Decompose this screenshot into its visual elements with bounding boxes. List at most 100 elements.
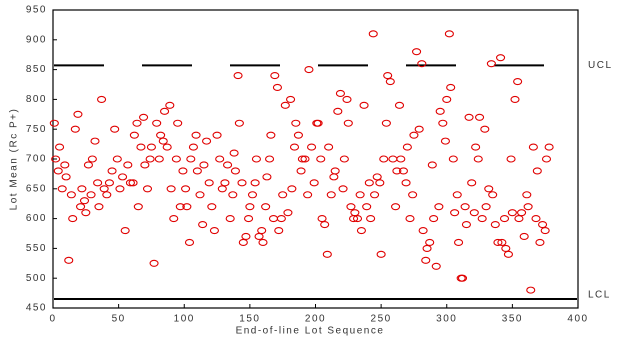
point (513, 77, 523, 86)
x-tick-label: 0 (49, 314, 56, 325)
point (261, 203, 271, 211)
point (446, 83, 456, 92)
point (454, 238, 464, 246)
point (191, 131, 201, 139)
y-tick-label: 900 (26, 34, 47, 45)
point (469, 209, 479, 217)
x-tick-label: 300 (436, 314, 457, 325)
point (461, 221, 471, 229)
point (375, 179, 385, 187)
point (104, 179, 114, 187)
point (182, 203, 192, 211)
point (251, 155, 261, 163)
x-axis-label: End-of-line Lot Sequence (236, 326, 385, 337)
y-tick-label: 950 (26, 5, 47, 16)
point (471, 143, 481, 151)
point (293, 131, 303, 139)
point (544, 143, 554, 151)
point (265, 155, 275, 163)
point (514, 215, 524, 223)
point (238, 238, 248, 246)
point (244, 215, 254, 223)
point (346, 203, 356, 211)
point (99, 185, 109, 193)
point (90, 137, 100, 145)
point (522, 191, 532, 199)
x-tick-label: 100 (174, 314, 195, 325)
point (343, 119, 353, 127)
point (394, 101, 405, 109)
point (414, 125, 424, 133)
point (233, 72, 243, 80)
point (83, 161, 93, 169)
point (60, 161, 70, 169)
point (450, 209, 460, 217)
point (417, 60, 427, 68)
point (540, 226, 550, 235)
point (480, 125, 490, 133)
point (204, 179, 214, 187)
point (171, 155, 181, 163)
point (102, 191, 112, 199)
point (76, 203, 86, 211)
point (146, 143, 156, 151)
point (409, 131, 419, 139)
point (225, 215, 235, 223)
point (237, 179, 247, 187)
point (175, 203, 185, 211)
point (383, 72, 393, 80)
point (440, 137, 450, 145)
point (152, 119, 162, 127)
y-tick-label: 650 (26, 183, 47, 194)
point (427, 161, 437, 169)
point (112, 155, 122, 163)
point (316, 155, 326, 163)
point (350, 209, 360, 217)
point (475, 113, 485, 121)
point (523, 203, 533, 211)
point (329, 173, 339, 181)
point (381, 119, 391, 127)
point (391, 203, 401, 211)
point (507, 209, 517, 217)
point (223, 161, 233, 169)
point (228, 191, 238, 199)
point (81, 209, 91, 217)
point (107, 167, 117, 175)
point (166, 185, 176, 193)
point (326, 191, 336, 199)
point (352, 215, 363, 223)
point (496, 54, 506, 62)
point (517, 209, 527, 217)
point (412, 48, 422, 56)
point (457, 274, 468, 282)
point (401, 179, 411, 187)
point (368, 30, 378, 38)
x-tick-label: 150 (239, 314, 260, 325)
point (304, 66, 314, 74)
point (283, 209, 293, 217)
y-tick-label: 600 (26, 213, 47, 224)
point (154, 155, 164, 163)
point (55, 143, 65, 151)
y-tick-label: 850 (26, 64, 47, 75)
point (217, 185, 227, 193)
point (276, 215, 286, 223)
point (165, 101, 175, 109)
point (133, 203, 143, 211)
point (142, 185, 153, 193)
point (254, 232, 264, 241)
point (398, 167, 408, 175)
point (64, 256, 74, 264)
point (278, 191, 288, 199)
point (408, 191, 418, 199)
x-tick-label: 250 (371, 314, 392, 325)
point (280, 101, 290, 109)
y-tick-label: 750 (26, 124, 47, 135)
control-label: UCL (588, 60, 613, 71)
point (366, 215, 376, 223)
point (338, 185, 348, 193)
point (61, 173, 71, 181)
point (339, 155, 349, 163)
y-tick-label: 450 (26, 303, 47, 314)
